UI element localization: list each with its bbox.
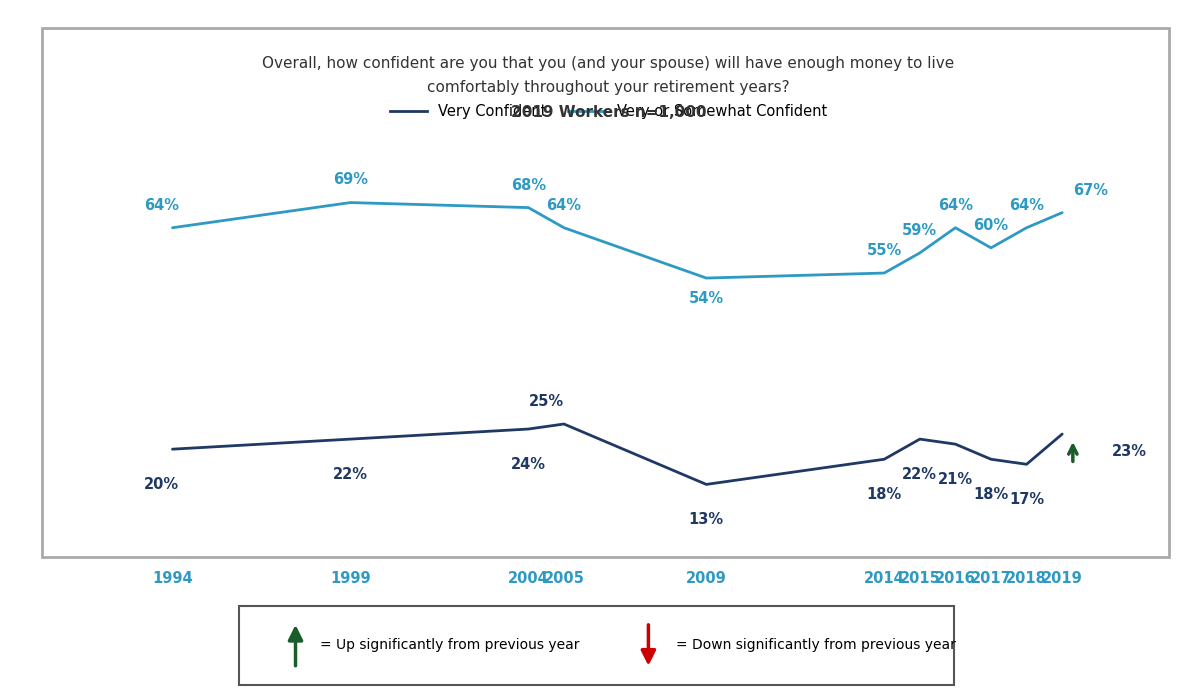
- Text: 18%: 18%: [973, 487, 1008, 502]
- Text: 64%: 64%: [1009, 198, 1044, 212]
- Text: 1994: 1994: [153, 571, 193, 586]
- Text: 1999: 1999: [330, 571, 371, 586]
- Text: 25%: 25%: [528, 394, 564, 409]
- Text: 2019 Workers n=1,000: 2019 Workers n=1,000: [511, 104, 706, 120]
- Text: 2004: 2004: [508, 571, 549, 586]
- Text: 64%: 64%: [938, 198, 973, 212]
- Text: 17%: 17%: [1009, 492, 1044, 507]
- Text: 68%: 68%: [511, 178, 546, 192]
- Text: comfortably throughout your retirement years?: comfortably throughout your retirement y…: [427, 80, 790, 95]
- Text: 21%: 21%: [938, 472, 973, 486]
- Text: 2018: 2018: [1006, 571, 1047, 586]
- Text: 24%: 24%: [511, 457, 546, 472]
- Text: 2017: 2017: [971, 571, 1012, 586]
- Text: 22%: 22%: [902, 467, 938, 482]
- Text: 69%: 69%: [333, 172, 367, 188]
- Text: 55%: 55%: [866, 243, 902, 258]
- Text: 18%: 18%: [866, 487, 902, 502]
- Text: 2005: 2005: [544, 571, 585, 586]
- Text: 20%: 20%: [144, 477, 179, 492]
- Text: 22%: 22%: [333, 467, 367, 482]
- Text: 2016: 2016: [935, 571, 976, 586]
- Text: 23%: 23%: [1112, 444, 1146, 459]
- Text: 2014: 2014: [864, 571, 904, 586]
- Text: 64%: 64%: [546, 198, 581, 212]
- Text: = Down significantly from previous year: = Down significantly from previous year: [676, 638, 956, 653]
- Text: 54%: 54%: [688, 291, 724, 306]
- Legend: Very Confident, Very or Somewhat Confident: Very Confident, Very or Somewhat Confide…: [390, 104, 827, 119]
- Text: 64%: 64%: [144, 198, 179, 212]
- Text: Overall, how confident are you that you (and your spouse) will have enough money: Overall, how confident are you that you …: [262, 56, 954, 71]
- Text: 59%: 59%: [902, 223, 938, 238]
- Text: 60%: 60%: [973, 218, 1008, 233]
- Text: 2019: 2019: [1041, 571, 1082, 586]
- Text: 2015: 2015: [900, 571, 940, 586]
- Text: 2009: 2009: [686, 571, 727, 586]
- Text: 13%: 13%: [688, 512, 724, 527]
- Text: = Up significantly from previous year: = Up significantly from previous year: [320, 638, 580, 653]
- Text: 67%: 67%: [1074, 183, 1108, 197]
